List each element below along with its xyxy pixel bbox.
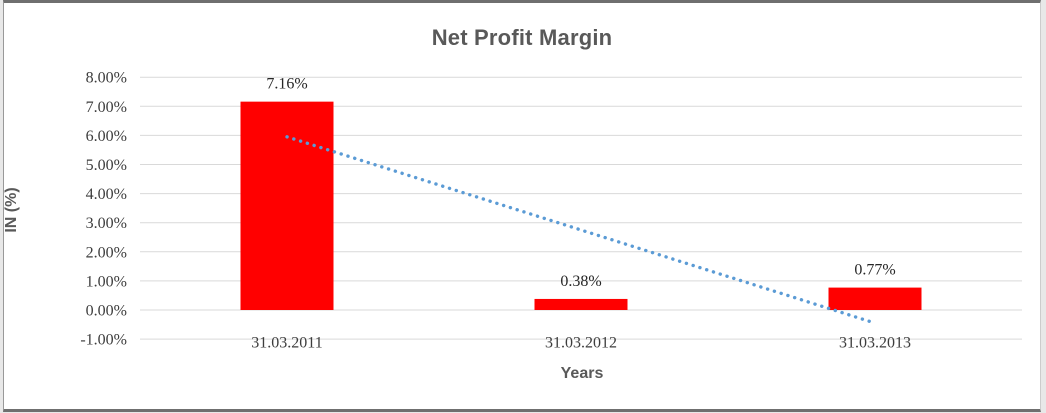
y-tick-label: 5.00% (86, 157, 127, 174)
bar-31.03.2012 (534, 298, 628, 310)
bar-data-label: 0.38% (560, 273, 601, 290)
y-tick-label: 4.00% (86, 186, 127, 203)
chart-title: Net Profit Margin (431, 25, 613, 50)
x-category-label: 31.03.2011 (251, 335, 322, 352)
x-axis-title: Years (560, 365, 604, 382)
bar-31.03.2013 (828, 287, 922, 310)
bar-data-label: 0.77% (854, 262, 895, 279)
bar-31.03.2011 (240, 101, 334, 310)
y-tick-label: 1.00% (86, 273, 127, 290)
y-tick-label: 7.00% (86, 99, 127, 116)
y-tick-label: -1.00% (80, 332, 127, 349)
x-category-label: 31.03.2012 (545, 335, 617, 352)
chart-frame: -1.00% 0.00% 1.00% 2.00% 3.00% 4.00% 5.00% 6.00… (3, 0, 1041, 412)
bar-data-label: 7.16% (266, 76, 307, 93)
y-tick-label: 3.00% (86, 215, 127, 232)
x-category-label: 31.03.2013 (839, 335, 911, 352)
y-axis-title: IN (%) (3, 187, 20, 233)
y-tick-label: 8.00% (86, 70, 127, 87)
plot-area: -1.00% 0.00% 1.00% 2.00% 3.00% 4.00% 5.00% 6.00… (80, 70, 1022, 352)
y-tick-label: 6.00% (86, 128, 127, 145)
y-tick-label: 2.00% (86, 244, 127, 261)
y-tick-label: 0.00% (86, 303, 127, 320)
